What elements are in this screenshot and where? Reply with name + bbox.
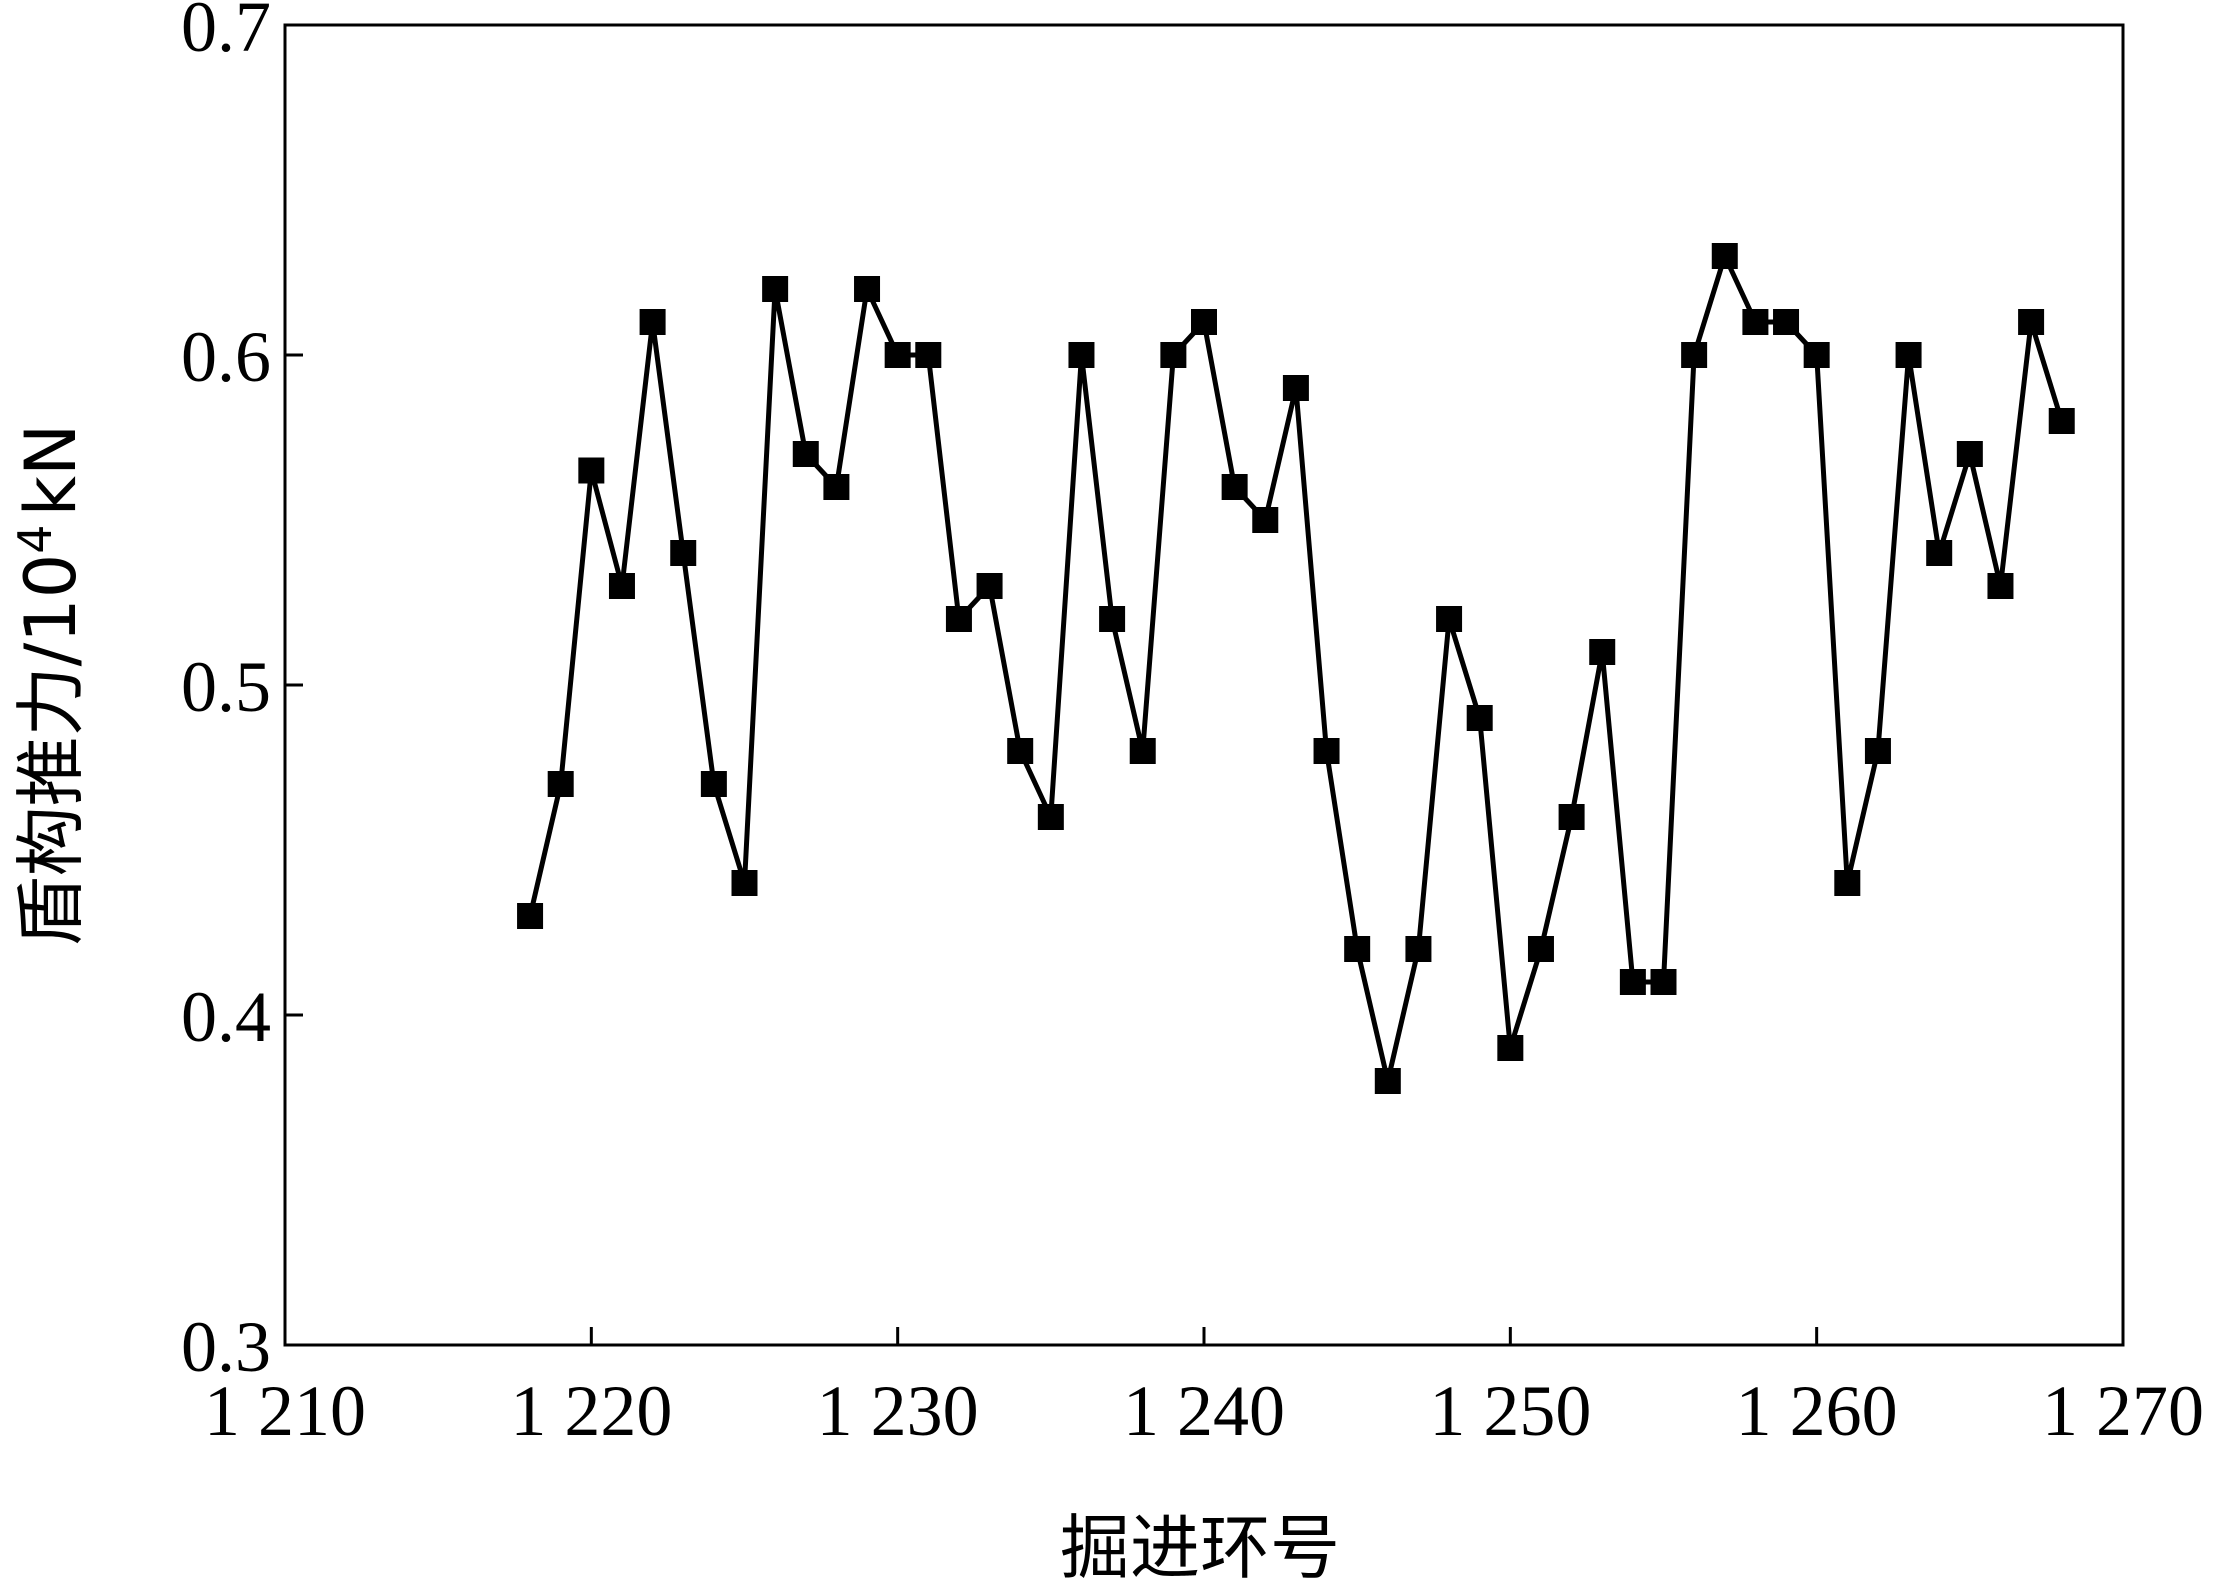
data-point <box>1405 936 1432 962</box>
x-tick-label: 1 270 <box>2042 1371 2204 1451</box>
x-tick-label: 1 240 <box>1123 1371 1285 1451</box>
data-point <box>700 771 727 797</box>
data-point <box>1834 870 1861 896</box>
data-point <box>1864 738 1891 764</box>
data-point <box>1619 969 1646 995</box>
data-point <box>884 342 911 368</box>
y-tick-label: 0.5 <box>181 647 271 727</box>
x-tick-label: 1 260 <box>1736 1371 1898 1451</box>
data-point <box>1099 606 1126 632</box>
series-markers <box>517 243 2075 1094</box>
x-axis-title: 掘进环号 <box>1060 1507 1340 1589</box>
data-point <box>1711 243 1738 269</box>
data-point <box>1160 342 1187 368</box>
data-point <box>1037 804 1064 830</box>
data-point <box>1803 342 1830 368</box>
data-point <box>1252 507 1279 533</box>
y-tick-label: 0.7 <box>181 0 271 67</box>
data-point <box>854 276 881 302</box>
data-point <box>1773 309 1800 335</box>
y-axis: 0.3 0.4 0.5 0.6 0.7 <box>181 0 303 1387</box>
x-tick-label: 1 210 <box>204 1371 366 1451</box>
y-tick-label: 0.6 <box>181 317 271 397</box>
y-axis-title-unit: kN <box>10 424 92 517</box>
data-point <box>2018 309 2045 335</box>
data-point <box>823 474 850 500</box>
data-point <box>1681 342 1708 368</box>
data-point <box>1344 936 1371 962</box>
data-point <box>1895 342 1922 368</box>
data-point <box>792 441 819 467</box>
data-point <box>2048 408 2075 434</box>
data-point <box>639 309 666 335</box>
y-axis-title-exponent: 4 <box>8 524 62 553</box>
data-point <box>1589 639 1616 665</box>
data-point <box>1742 309 1769 335</box>
data-point <box>1068 342 1095 368</box>
data-point <box>1007 738 1034 764</box>
data-point <box>731 870 758 896</box>
data-point <box>1497 1035 1524 1061</box>
data-point <box>578 457 605 484</box>
x-tick-label: 1 220 <box>510 1371 672 1451</box>
x-axis: 1 210 1 220 1 230 1 240 1 250 1 260 1 270 <box>204 1327 2204 1451</box>
data-point <box>608 573 635 599</box>
y-axis-title: 盾构推力/104 kN <box>8 424 92 947</box>
data-point <box>1466 705 1493 731</box>
plot-frame <box>283 23 2125 1347</box>
data-point <box>1650 969 1677 995</box>
data-point <box>670 540 697 566</box>
data-point <box>945 606 972 632</box>
data-point <box>1558 804 1585 830</box>
y-tick-label: 0.3 <box>181 1307 271 1387</box>
y-axis-title-prefix: 盾构推力/10 <box>10 554 92 947</box>
data-point <box>1987 573 2014 599</box>
data-point <box>1956 441 1983 467</box>
x-tick-label: 1 230 <box>817 1371 979 1451</box>
y-tick-label: 0.4 <box>181 977 271 1057</box>
data-point <box>1221 474 1248 500</box>
data-point <box>762 276 789 302</box>
data-point <box>1129 738 1156 764</box>
data-point <box>1436 606 1463 632</box>
data-point <box>915 342 942 368</box>
data-point <box>1926 540 1953 566</box>
data-point <box>976 573 1003 599</box>
data-point <box>517 903 544 929</box>
data-point <box>1313 738 1340 764</box>
data-point <box>1191 309 1217 335</box>
data-point <box>1282 375 1309 401</box>
data-point <box>547 771 574 797</box>
data-point <box>1527 936 1554 962</box>
x-tick-label: 1 250 <box>1429 1371 1591 1451</box>
data-point <box>1374 1068 1401 1094</box>
